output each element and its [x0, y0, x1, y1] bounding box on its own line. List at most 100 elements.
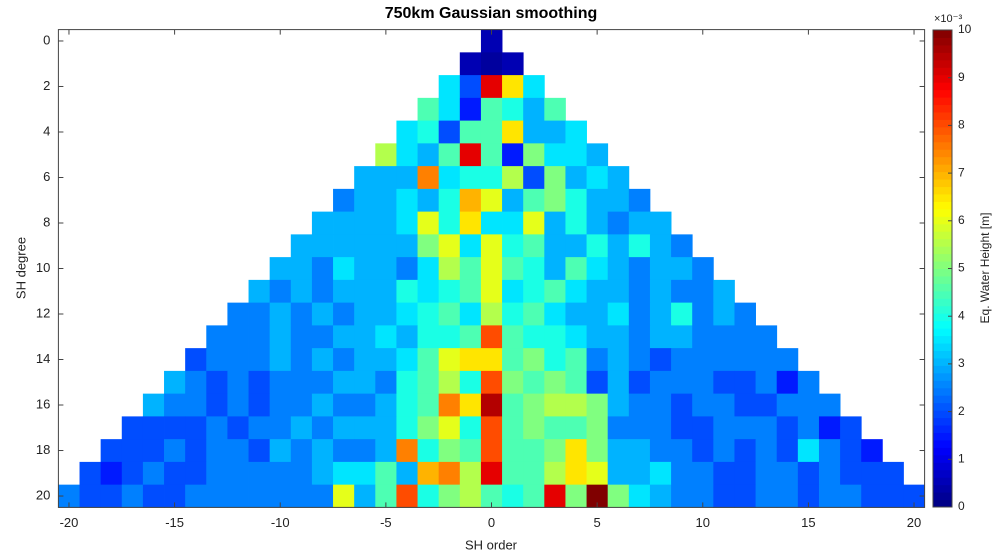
colorbar-segment: [933, 74, 952, 83]
cell: [565, 484, 587, 508]
cell: [586, 484, 609, 508]
cell: [523, 257, 545, 281]
cell: [396, 234, 418, 258]
cell: [417, 348, 440, 372]
cell: [185, 393, 207, 417]
cell: [734, 393, 756, 417]
cell: [375, 234, 397, 258]
cell: [459, 166, 482, 190]
cell: [269, 416, 292, 440]
cell: [354, 234, 376, 258]
cell: [290, 439, 313, 463]
cell: [692, 439, 714, 463]
colorbar-segment: [933, 275, 952, 284]
cell: [523, 234, 545, 258]
cell: [692, 279, 714, 304]
colorbar-segment: [933, 59, 952, 68]
colorbar-segment: [933, 335, 952, 344]
cell: [248, 370, 271, 395]
cell: [480, 257, 503, 281]
cell: [628, 416, 651, 440]
colorbar-label: Eq. Water Height [m]: [978, 213, 992, 324]
cell: [269, 348, 292, 372]
cell: [333, 279, 355, 304]
cell: [480, 97, 503, 122]
cell: [396, 211, 418, 235]
colorbar-segment: [933, 67, 952, 76]
cell: [586, 234, 609, 258]
y-tick-label: 20: [36, 487, 50, 502]
x-tick-label: -10: [271, 515, 290, 530]
cell: [734, 461, 756, 486]
cell: [502, 257, 524, 281]
cell: [797, 393, 820, 417]
cell: [692, 325, 714, 349]
cell: [628, 188, 651, 213]
cell: [776, 461, 799, 486]
cell: [565, 257, 587, 281]
cell: [185, 484, 207, 508]
colorbar-tick-label: 6: [958, 213, 965, 227]
cell: [797, 439, 820, 463]
cell: [396, 302, 418, 326]
cell: [586, 188, 609, 213]
cell: [671, 325, 693, 349]
cell: [438, 325, 461, 349]
colorbar-segment: [933, 238, 952, 247]
cell: [438, 211, 461, 235]
cell: [565, 120, 587, 144]
cell: [206, 370, 228, 395]
cell: [586, 211, 609, 235]
colorbar-segment: [933, 484, 952, 493]
cell: [290, 370, 313, 395]
y-tick-label: 0: [43, 32, 50, 47]
cell: [290, 302, 313, 326]
cell: [248, 302, 271, 326]
colorbar-segment: [933, 290, 952, 299]
cell: [734, 416, 756, 440]
cell: [628, 461, 651, 486]
cell: [649, 439, 672, 463]
cell: [755, 393, 778, 417]
cell: [206, 484, 228, 508]
colorbar-segment: [933, 432, 952, 441]
cell: [185, 439, 207, 463]
cell: [586, 143, 609, 167]
cell: [544, 370, 566, 395]
cell: [734, 348, 756, 372]
colorbar-segment: [933, 246, 952, 255]
cell: [607, 461, 630, 486]
cell: [713, 461, 735, 486]
cell: [628, 370, 651, 395]
cell: [755, 439, 778, 463]
cell: [333, 416, 355, 440]
cell: [227, 393, 249, 417]
cell: [607, 188, 630, 213]
cell: [671, 484, 693, 508]
cell: [248, 325, 271, 349]
cell: [354, 188, 376, 213]
colorbar-tick-label: 2: [958, 404, 965, 418]
cell: [671, 348, 693, 372]
cell: [861, 461, 883, 486]
cell: [459, 97, 482, 122]
cell: [523, 143, 545, 167]
cell: [544, 484, 566, 508]
colorbar-tick-label: 0: [958, 499, 965, 513]
cell: [523, 484, 545, 508]
cell: [628, 484, 651, 508]
cell: [713, 484, 735, 508]
colorbar-segment: [933, 126, 952, 135]
cell: [523, 211, 545, 235]
cell: [248, 279, 271, 304]
cell: [523, 279, 545, 304]
cell: [544, 325, 566, 349]
cell: [628, 325, 651, 349]
cell: [438, 370, 461, 395]
colorbar-tick-label: 7: [958, 165, 965, 179]
colorbar-tick-label: 1: [958, 451, 965, 465]
cell: [523, 97, 545, 122]
cell: [797, 461, 820, 486]
cell: [164, 370, 186, 395]
colorbar-segment: [933, 395, 952, 404]
